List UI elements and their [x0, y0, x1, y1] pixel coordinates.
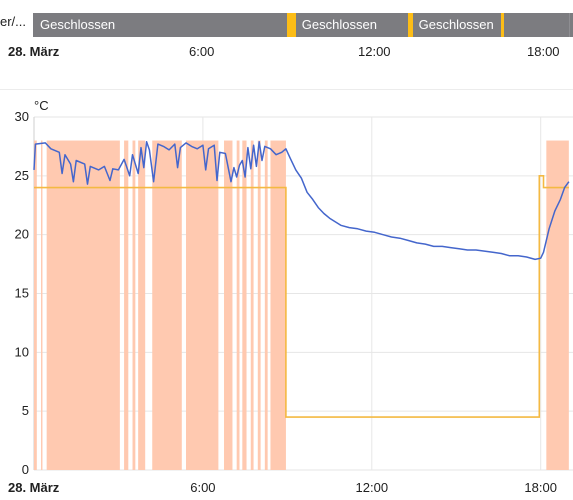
timeline-segment-label: Geschlossen [418, 17, 494, 32]
timeline-segment-open[interactable] [287, 13, 296, 37]
timeline-segment-open[interactable] [408, 13, 413, 37]
heating-period [138, 140, 146, 471]
heating-period [34, 140, 37, 471]
target-temperature-line[interactable] [34, 175, 569, 418]
y-tick-label: 15 [15, 286, 29, 301]
heating-period [270, 140, 286, 471]
heating-period [250, 140, 254, 471]
y-tick-label: 30 [15, 109, 29, 124]
timeline-axis-label-6: 6:00 [189, 44, 215, 59]
heating-period [236, 140, 240, 471]
x-tick-label: 6:00 [190, 480, 215, 495]
x-tick-label: 18:00 [524, 480, 557, 495]
timeline-segment-closed[interactable] [412, 13, 503, 37]
y-tick-label: 10 [15, 344, 29, 359]
heating-period [41, 140, 43, 471]
timeline-segment-open[interactable] [501, 13, 505, 37]
y-axis-unit: °C [34, 98, 49, 113]
heating-period [186, 140, 219, 471]
timeline-segment-closed[interactable] [504, 13, 570, 37]
timeline-axis-label-18: 18:00 [527, 44, 560, 59]
heating-period [132, 140, 136, 471]
heating-period [224, 140, 233, 471]
heating-period [264, 140, 268, 471]
heating-period [242, 140, 247, 471]
panel-divider [0, 89, 573, 90]
timeline-panel: er/... Geschlossen Geschlossen Geschlossen… [0, 0, 573, 70]
heating-period [152, 140, 182, 471]
y-tick-label: 0 [22, 462, 29, 477]
timeline-axis-label-12: 12:00 [358, 44, 391, 59]
heating-period [124, 140, 129, 471]
x-tick-label: 12:00 [356, 480, 389, 495]
timeline-segment-closed[interactable] [295, 13, 410, 37]
heating-period [257, 140, 261, 471]
y-tick-label: 20 [15, 227, 29, 242]
x-tick-label: 28. März [8, 480, 60, 495]
y-tick-label: 25 [15, 168, 29, 183]
timeline-segment-label: Geschlossen [40, 17, 116, 32]
heating-period [46, 140, 120, 471]
timeline-axis-label-start: 28. März [8, 44, 60, 59]
timeline-segment-closed[interactable] [34, 13, 289, 37]
heating-period [546, 140, 569, 471]
timeline-row-label: er/... [0, 14, 27, 29]
current-temperature-line[interactable] [33, 140, 570, 261]
y-tick-label: 5 [22, 403, 29, 418]
timeline-segment-label: Geschlossen [301, 17, 377, 32]
